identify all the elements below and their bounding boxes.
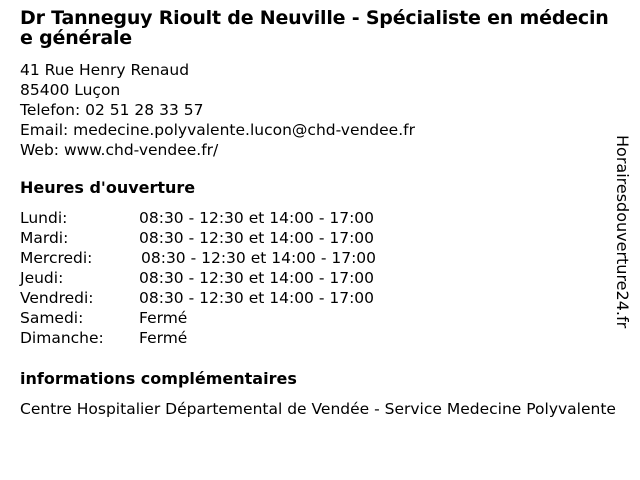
website: Web: www.chd-vendee.fr/: [20, 141, 219, 159]
email: Email: medecine.polyvalente.lucon@chd-ve…: [20, 121, 415, 139]
hours-row: Vendredi: 08:30 - 12:30 et 14:00 - 17:00: [20, 288, 620, 308]
time: 08:30 - 12:30 et 14:00 - 17:00: [139, 269, 375, 287]
phone: Telefon: 02 51 28 33 57: [20, 101, 204, 119]
hours-row: Mardi: 08:30 - 12:30 et 14:00 - 17:00: [20, 228, 620, 248]
hours-row: Lundi: 08:30 - 12:30 et 14:00 - 17:00: [20, 208, 620, 228]
hours-row: Samedi: Fermé: [20, 308, 620, 328]
watermark: Horairesdouverture24.fr: [613, 135, 632, 329]
page-title: Dr Tanneguy Rioult de Neuville - Spécial…: [20, 7, 609, 49]
hours-row: Dimanche: Fermé: [20, 328, 620, 348]
time: 08:30 - 12:30 et 14:00 - 17:00: [139, 209, 375, 227]
hours-row: Jeudi: 08:30 - 12:30 et 14:00 - 17:00: [20, 268, 620, 288]
day: Samedi:: [20, 309, 84, 327]
city: 85400 Luçon: [20, 81, 121, 99]
hours-heading: Heures d'ouverture: [20, 178, 196, 197]
time: 08:30 - 12:30 et 14:00 - 17:00: [139, 289, 375, 307]
info-heading: informations complémentaires: [20, 369, 297, 388]
hours-row: Mercredi: 08:30 - 12:30 et 14:00 - 17:00: [20, 248, 620, 268]
day: Vendredi:: [20, 289, 94, 307]
time: 08:30 - 12:30 et 14:00 - 17:00: [139, 229, 375, 247]
hours-table: Lundi: 08:30 - 12:30 et 14:00 - 17:00 Mar…: [20, 208, 620, 348]
time: 08:30 - 12:30 et 14:00 - 17:00: [141, 249, 377, 267]
address-block: 41 Rue Henry Renaud 85400 Luçon Telefon:…: [20, 60, 620, 160]
time: Fermé: [139, 309, 188, 327]
info-text: Centre Hospitalier Départemental de Vend…: [20, 400, 616, 418]
time: Fermé: [139, 329, 188, 347]
business-card: Dr Tanneguy Rioult de Neuville - Spécial…: [20, 8, 620, 419]
day: Mardi:: [20, 229, 69, 247]
day: Dimanche:: [20, 329, 104, 347]
street: 41 Rue Henry Renaud: [20, 61, 190, 79]
day: Jeudi:: [20, 269, 64, 287]
day: Mercredi:: [20, 249, 93, 267]
day: Lundi:: [20, 209, 68, 227]
